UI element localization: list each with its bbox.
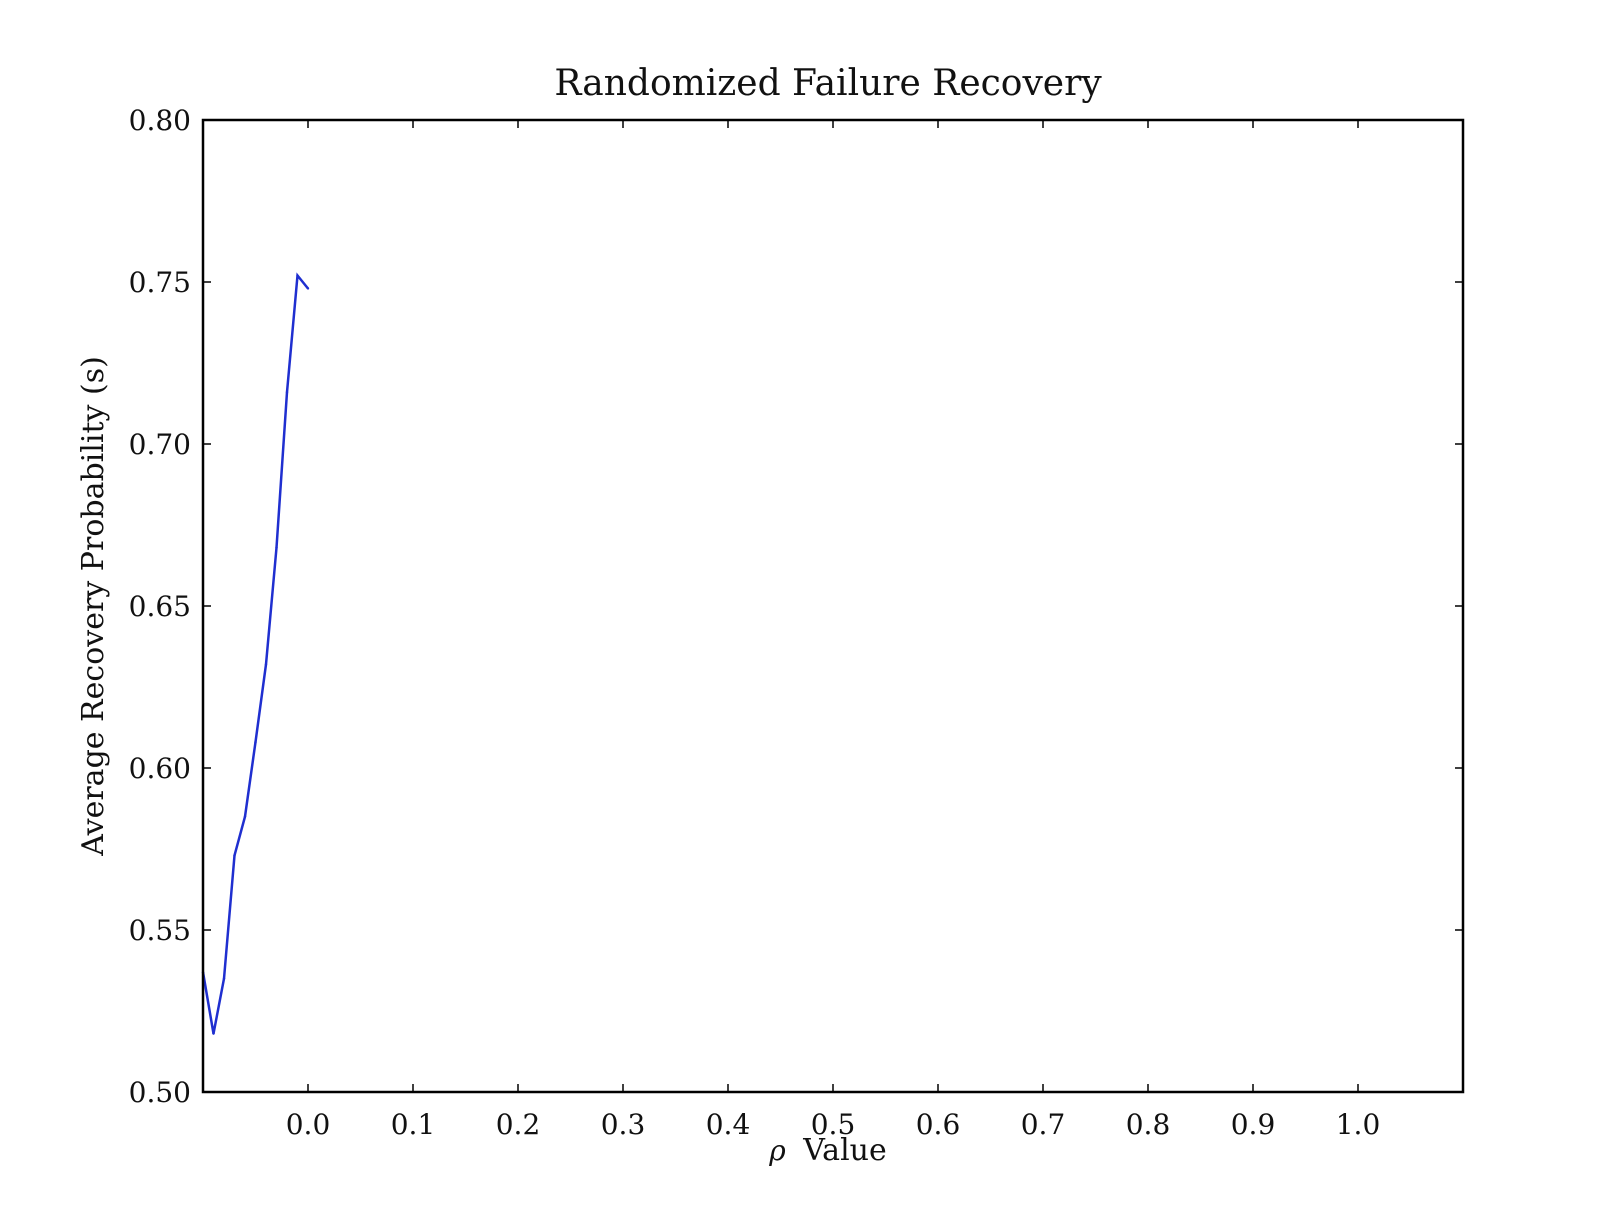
series-point xyxy=(254,740,257,744)
x-tick-label: 0.0 xyxy=(286,1108,331,1141)
series-point xyxy=(296,274,299,277)
y-tick-label: 0.80 xyxy=(129,104,191,137)
x-axis-label-symbol: ρ xyxy=(768,1134,786,1167)
series-line xyxy=(201,272,309,1034)
y-axis-label: Average Recovery Probability (s) xyxy=(76,356,111,857)
series-point xyxy=(243,815,247,818)
x-axis-label-text: Value xyxy=(802,1133,886,1168)
plot-area-frame xyxy=(201,118,1465,1094)
series-layer xyxy=(201,272,310,1035)
y-tick-label: 0.60 xyxy=(129,752,191,785)
series-point xyxy=(285,390,289,394)
x-axis-ticks: 0.0 0.1 0.2 0.3 0.4 0.5 0.6 0.7 0.8 0.9 1.0 xyxy=(286,120,1381,1141)
x-tick-label: 1.0 xyxy=(1336,1108,1381,1141)
y-axis-ticks: 0.50 0.55 0.60 0.65 0.70 0.75 0.80 xyxy=(129,104,1463,1109)
x-tick-label: 0.7 xyxy=(1021,1108,1066,1141)
y-tick-label: 0.70 xyxy=(129,428,191,461)
y-tick-label: 0.50 xyxy=(129,1076,191,1109)
x-tick-label: 0.3 xyxy=(601,1108,646,1141)
y-tick-label: 0.55 xyxy=(129,914,191,947)
x-tick-label: 0.2 xyxy=(496,1108,541,1141)
series-point xyxy=(222,977,226,980)
x-tick-label: 0.8 xyxy=(1126,1108,1171,1141)
series-point xyxy=(275,546,278,549)
x-tick-label: 0.5 xyxy=(811,1108,856,1141)
chart-title: Randomized Failure Recovery xyxy=(554,63,1102,104)
series-point xyxy=(264,663,268,666)
x-tick-label: 0.1 xyxy=(391,1108,436,1141)
y-tick-label: 0.65 xyxy=(129,590,191,623)
x-tick-label: 0.4 xyxy=(706,1108,751,1141)
x-tick-label: 0.9 xyxy=(1231,1108,1276,1141)
x-axis-label: ρ Value xyxy=(768,1133,886,1168)
series-point xyxy=(233,854,236,857)
series-point xyxy=(306,287,310,290)
x-tick-label: 0.6 xyxy=(916,1108,961,1141)
series-point xyxy=(212,1032,215,1035)
y-tick-label: 0.75 xyxy=(129,266,191,299)
